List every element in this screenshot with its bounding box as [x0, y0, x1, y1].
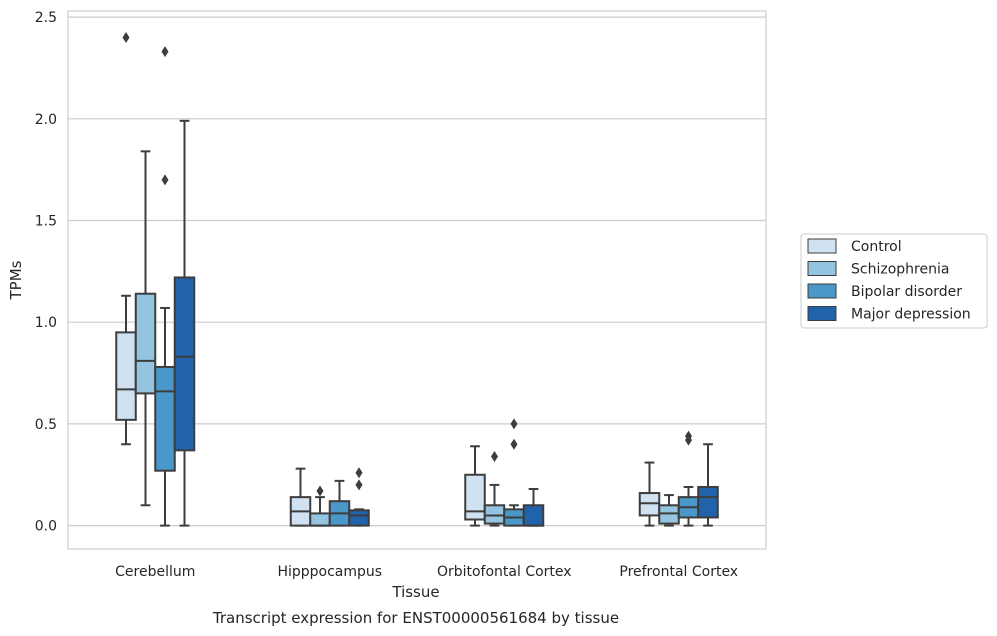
legend: Control Schizophrenia Bipolar disorder Majo… — [800, 233, 988, 329]
y-axis-label: TPMs — [7, 260, 25, 300]
box-1-2 — [483, 450, 506, 527]
legend-items: Control Schizophrenia Bipolar disorder Majo… — [807, 238, 971, 323]
legend-label: Bipolar disorder — [851, 284, 962, 300]
legend-label: Major depression — [851, 307, 971, 323]
x-tick-label: Orbitofontal Cortex — [437, 564, 572, 580]
box-body — [154, 365, 176, 472]
plot-frame — [67, 10, 767, 550]
legend-swatch — [807, 283, 837, 299]
x-tick-label: Hipppocampus — [277, 564, 382, 580]
box-body — [638, 492, 661, 517]
box-3-1 — [348, 467, 370, 527]
y-tick-label: 2.0 — [35, 112, 57, 128]
legend-frame — [800, 233, 988, 329]
box-body — [348, 509, 370, 527]
outlier-point — [161, 46, 169, 58]
outlier-point — [355, 479, 363, 491]
y-tick-label: 1.5 — [35, 214, 57, 230]
box-1-1 — [309, 485, 331, 527]
chart-caption: Transcript expression for ENST0000056168… — [212, 609, 619, 627]
y-tick-label: 2.5 — [35, 10, 57, 26]
x-tick-label: Cerebellum — [115, 564, 195, 580]
y-tick-label: 0.0 — [35, 519, 57, 535]
x-tick-labels: Cerebellum Hipppocampus Orbitofontal Corte… — [115, 564, 738, 580]
box-0-2 — [464, 445, 486, 527]
box-body — [658, 504, 680, 525]
legend-item: Major depression — [807, 306, 971, 323]
y-tick-label: 1.0 — [35, 315, 57, 331]
legend-label: Control — [851, 239, 902, 255]
legend-swatch — [807, 306, 837, 321]
outlier-point — [685, 430, 692, 442]
box-2-1 — [328, 479, 351, 527]
box-body — [134, 292, 157, 395]
legend-swatch — [807, 238, 837, 254]
box-3-0 — [173, 119, 196, 527]
box-body — [173, 276, 196, 452]
legend-item: Control — [807, 238, 902, 255]
box-groups — [115, 31, 719, 527]
outlier-point — [491, 450, 498, 462]
box-body — [464, 473, 486, 521]
box-body — [115, 331, 137, 421]
legend-swatch — [807, 261, 837, 276]
box-body — [697, 485, 719, 519]
x-tick-label: Prefrontal Cortex — [619, 564, 738, 580]
y-tick-labels: 0.0 0.5 1.0 1.5 2.0 2.5 — [35, 10, 57, 535]
box-0-3 — [638, 461, 661, 527]
legend-label: Schizophrenia — [851, 262, 949, 278]
outlier-point — [355, 467, 363, 479]
legend-item: Schizophrenia — [807, 261, 949, 278]
box-1-0 — [134, 150, 157, 507]
box-1-3 — [658, 494, 680, 527]
outlier-point — [122, 31, 130, 43]
box-3-3 — [697, 443, 719, 527]
box-2-2 — [503, 418, 525, 527]
box-0-1 — [289, 467, 312, 527]
x-axis-label: Tissue — [391, 583, 439, 601]
box-body — [522, 504, 545, 527]
y-tick-label: 0.5 — [35, 417, 57, 433]
outlier-point — [316, 485, 324, 497]
box-body — [309, 512, 331, 527]
outlier-point — [510, 418, 518, 430]
box-3-2 — [522, 487, 545, 527]
box-body — [483, 504, 506, 525]
outlier-point — [510, 438, 518, 450]
box-0-0 — [115, 31, 137, 446]
box-2-0 — [154, 46, 176, 527]
outlier-point — [161, 174, 169, 186]
legend-item: Bipolar disorder — [807, 283, 962, 300]
